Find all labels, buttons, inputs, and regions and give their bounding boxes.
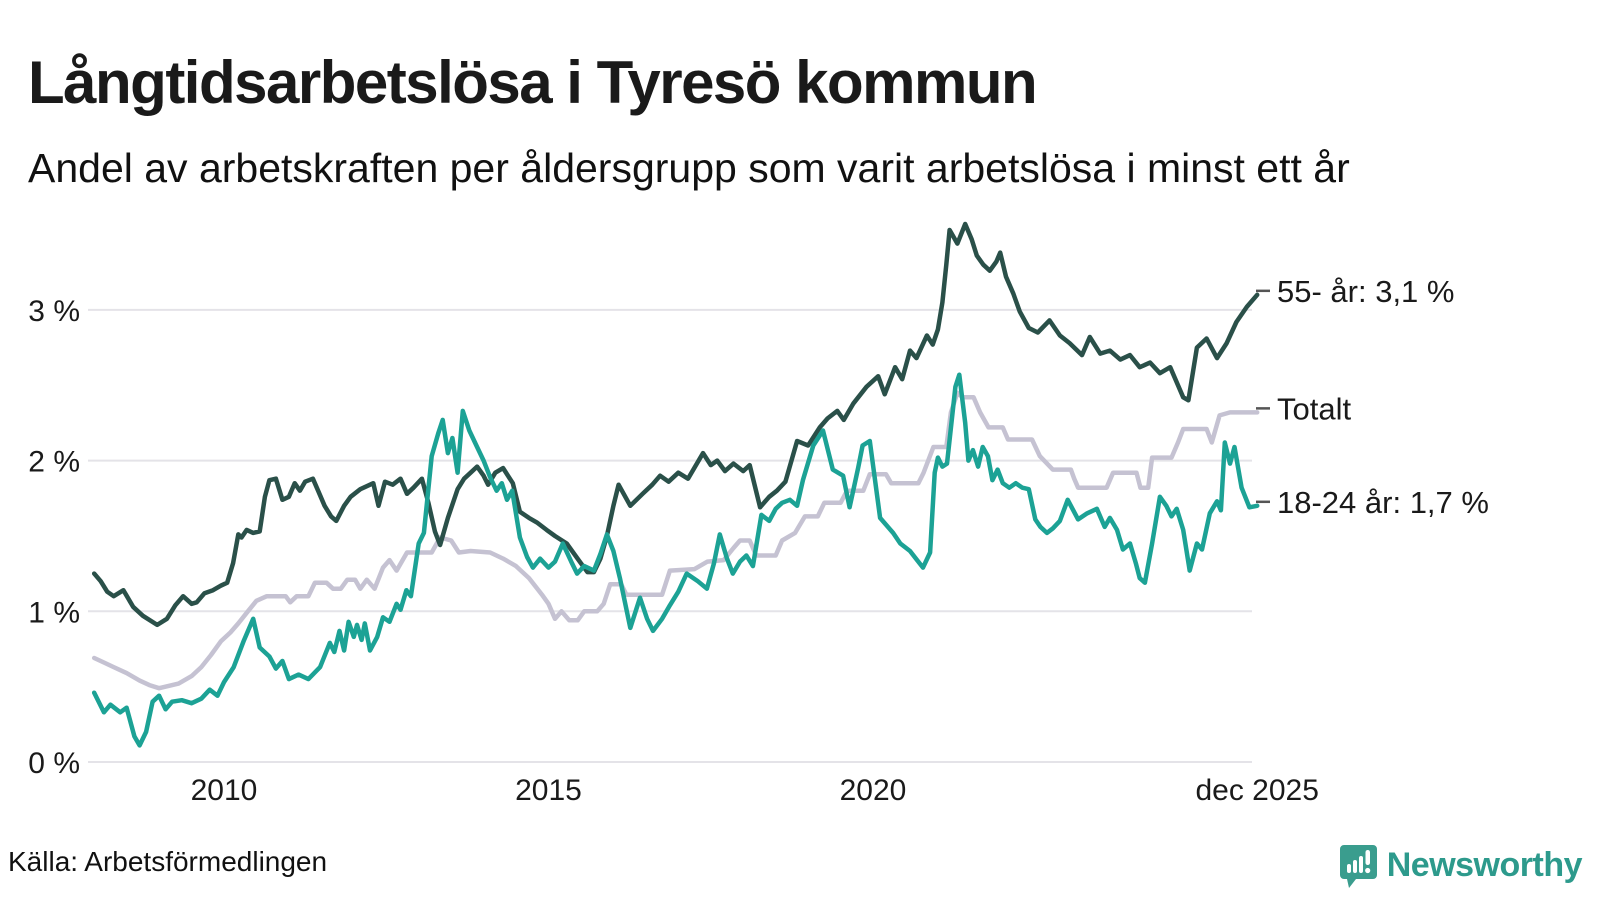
series-end-label-55-r: 55- år: 3,1 % (1277, 274, 1454, 309)
newsworthy-logo: Newsworthy (1339, 840, 1583, 890)
series-line-totalt (91, 390, 1260, 691)
y-tick-label: 1 % (28, 596, 80, 629)
source-note: Källa: Arbetsförmedlingen (8, 846, 328, 877)
newsworthy-wordmark: Newsworthy (1386, 845, 1583, 884)
y-tick-label: 2 % (28, 446, 80, 479)
y-tick-label: 0 % (28, 747, 80, 780)
series-line-55-r (91, 221, 1260, 628)
x-tick-label: 2010 (191, 774, 258, 807)
series-end-label-18-24-r: 18-24 år: 1,7 % (1277, 485, 1489, 520)
series-end-label-totalt: Totalt (1277, 391, 1351, 426)
series-line-18-24-r (91, 372, 1260, 748)
newsworthy-icon (1339, 840, 1377, 890)
y-tick-label: 3 % (28, 295, 80, 328)
chart-title: Långtidsarbetslösa i Tyresö kommun (28, 49, 1038, 117)
x-tick-label: 2015 (515, 774, 582, 807)
chart-subtitle: Andel av arbetskraften per åldersgrupp s… (28, 145, 1350, 191)
x-tick-label: 2020 (840, 774, 907, 807)
x-tick-label: dec 2025 (1195, 774, 1318, 807)
